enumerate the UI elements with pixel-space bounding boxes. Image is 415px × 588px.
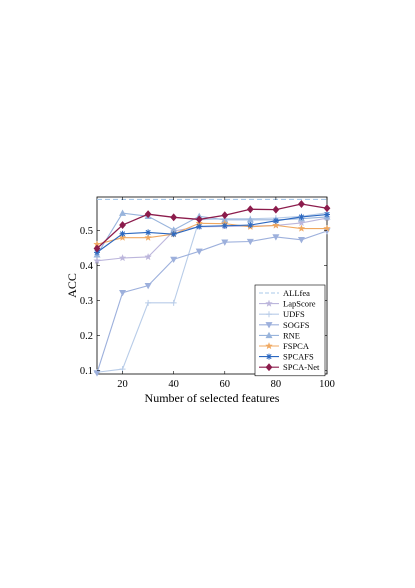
y-tick-label: 0.4 — [80, 261, 94, 272]
data-point-spcafs — [170, 231, 177, 238]
ticks-layer: 20 40 60 80 100 0.1 0.2 0.3 0.4 0.5 — [80, 197, 335, 390]
series-line-spcafs — [96, 213, 328, 253]
series-line-lapscore — [96, 217, 328, 262]
data-point-sogfs — [170, 256, 178, 264]
data-point-sogfs — [246, 238, 254, 246]
data-point-spca-net — [221, 211, 229, 220]
data-point-sogfs — [93, 370, 101, 377]
series-sogfs — [93, 228, 331, 377]
data-point-spca-net — [246, 205, 254, 214]
data-point-spca-net — [323, 204, 331, 213]
x-tick-label: 80 — [271, 379, 282, 390]
legend-marker — [265, 322, 273, 329]
legend-label: SPCA-Net — [283, 362, 320, 372]
data-point-sogfs — [119, 289, 127, 297]
data-point-sogfs — [221, 239, 229, 246]
data-point-spcafs — [324, 211, 330, 218]
data-point-fspca — [297, 224, 306, 232]
legend: ALLfeaLapScoreUDFSSOGFSRNEFSPCASPCAFSSPC… — [254, 284, 326, 377]
data-point-fspca — [272, 221, 280, 229]
y-tick-label: 0.1 — [80, 366, 93, 377]
data-point-spcafs — [221, 222, 228, 229]
data-point-spcafs — [272, 217, 279, 224]
legend-label: LapScore — [283, 299, 316, 309]
y-axis-label: ACC — [65, 273, 79, 298]
data-point-spcafs — [247, 222, 254, 229]
data-point-fspca — [323, 224, 331, 232]
data-point-fspca — [118, 233, 127, 241]
data-point-spcafs — [119, 230, 126, 237]
series-line-sogfs — [96, 230, 328, 374]
legend-entry-spcafs: SPCAFS — [259, 352, 314, 362]
data-point-fspca — [144, 233, 152, 241]
legend-entry-fspca: FSPCA — [259, 341, 310, 351]
x-tick-label: 60 — [220, 379, 231, 390]
legend-entry-rne: RNE — [259, 330, 300, 340]
data-point-sogfs — [297, 237, 305, 244]
legend-marker — [265, 331, 273, 339]
x-tick-label: 40 — [168, 379, 179, 390]
legend-marker — [265, 342, 273, 350]
data-point-spca-net — [298, 200, 305, 208]
series-layer — [93, 198, 331, 377]
legend-marker — [265, 363, 273, 372]
data-point-spcafs — [145, 229, 152, 236]
data-point-sogfs — [195, 248, 203, 255]
plot-area — [96, 196, 328, 375]
data-point-lapscore — [144, 252, 152, 261]
legend-marker — [266, 311, 272, 318]
data-point-spca-net — [144, 210, 152, 219]
x-axis-label: Number of selected features — [145, 391, 280, 405]
legend-entry-spca-net: SPCA-Net — [259, 362, 320, 372]
legend-marker — [265, 299, 273, 307]
data-point-sogfs — [272, 234, 280, 241]
legend-entry-lapscore: LapScore — [259, 299, 316, 309]
data-point-lapscore — [118, 254, 127, 262]
data-point-spca-net — [195, 215, 203, 224]
y-tick-label: 0.5 — [80, 226, 93, 237]
legend-box — [254, 284, 326, 377]
data-point-spcafs — [298, 213, 305, 220]
legend-label: RNE — [283, 330, 300, 340]
y-tick-label: 0.2 — [80, 331, 93, 342]
legend-marker — [266, 353, 272, 360]
legend-label: SPCAFS — [283, 352, 314, 362]
data-point-sogfs — [144, 282, 152, 290]
legend-label: ALLfea — [283, 288, 310, 298]
series-line-spca-net — [96, 203, 328, 249]
data-point-spca-net — [93, 244, 101, 253]
y-tick-label: 0.3 — [80, 296, 93, 307]
data-point-spcafs — [196, 223, 203, 230]
data-point-udfs — [145, 299, 152, 306]
legend-entry-sogfs: SOGFS — [259, 320, 310, 330]
legend-entry-udfs: UDFS — [259, 309, 305, 319]
legend-label: UDFS — [283, 309, 305, 319]
legend-label: SOGFS — [283, 320, 310, 330]
data-point-spca-net — [119, 221, 126, 230]
x-tick-label: 100 — [319, 379, 335, 390]
data-point-rne — [119, 209, 127, 216]
legend-entry-allfea: ALLfea — [259, 288, 310, 298]
series-line-udfs — [96, 212, 328, 373]
data-point-spca-net — [170, 213, 178, 222]
legend-label: FSPCA — [283, 341, 310, 351]
data-point-udfs — [170, 299, 177, 306]
data-point-spca-net — [272, 205, 280, 214]
x-tick-label: 20 — [117, 379, 128, 390]
data-point-lapscore — [297, 218, 306, 227]
series-spca-net — [93, 200, 331, 253]
data-point-lapscore — [93, 256, 101, 265]
series-line-fspca — [96, 222, 327, 245]
